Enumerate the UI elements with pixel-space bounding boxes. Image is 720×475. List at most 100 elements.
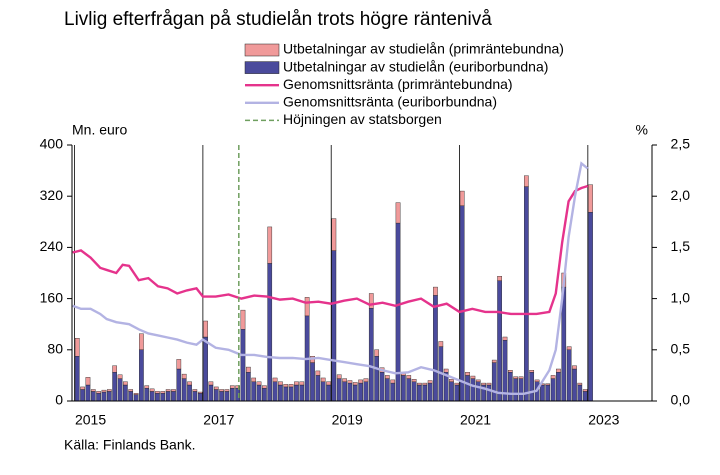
bar-segment xyxy=(390,379,396,384)
bar-segment xyxy=(165,391,171,402)
bar-segment xyxy=(529,370,535,373)
bar-segment xyxy=(133,393,139,395)
bar-segment xyxy=(219,391,224,402)
y2-axis-label: % xyxy=(636,122,648,138)
bar-segment xyxy=(80,386,85,390)
bar-segment xyxy=(352,382,358,386)
bar-segment xyxy=(101,391,107,402)
bar-segment xyxy=(438,341,444,347)
x-tick-label: 2015 xyxy=(75,412,106,428)
bar-segment xyxy=(106,389,112,392)
bar-segment xyxy=(342,378,347,383)
bar-segment xyxy=(80,389,85,402)
bar-segment xyxy=(465,372,470,376)
bar-segment xyxy=(513,376,518,379)
bar-segment xyxy=(176,359,182,370)
bar-segment xyxy=(550,378,556,402)
bar-segment xyxy=(112,365,117,373)
bar-segment xyxy=(363,381,369,402)
bar-segment xyxy=(518,376,524,379)
bar-segment xyxy=(213,389,219,402)
bar-segment xyxy=(197,393,203,402)
source: Källa: Finlands Bank. xyxy=(64,437,196,453)
legend-label: Utbetalningar av studielån (primräntebun… xyxy=(283,41,564,57)
bar-segment xyxy=(74,338,80,357)
bar-segment xyxy=(497,276,502,281)
bar-segment xyxy=(272,377,278,382)
bar-segment xyxy=(262,388,267,402)
bar-segment xyxy=(208,384,214,402)
bar-segment xyxy=(374,349,380,357)
legend-label: Höjningen av statsborgen xyxy=(283,111,442,127)
x-tick-label: 2023 xyxy=(588,412,619,428)
bar-segment xyxy=(481,382,486,386)
bar-segment xyxy=(267,263,273,402)
bar-segment xyxy=(310,362,315,402)
bar-segment xyxy=(128,389,134,392)
bar-segment xyxy=(422,384,428,402)
bar-segment xyxy=(288,384,294,388)
bar-segment xyxy=(352,384,358,402)
legend-swatch xyxy=(244,43,280,57)
bar-segment xyxy=(502,340,508,402)
bar-segment xyxy=(556,372,561,402)
bar-segment xyxy=(374,356,380,402)
bar-segment xyxy=(433,286,438,296)
bar-segment xyxy=(160,391,166,394)
bar-segment xyxy=(368,293,374,309)
x-tick-label: 2017 xyxy=(203,412,234,428)
legend-swatch xyxy=(244,61,280,74)
bar-segment xyxy=(347,382,353,402)
bar-segment xyxy=(256,384,262,402)
y-tick-label: 80 xyxy=(47,341,63,357)
bar-segment xyxy=(246,372,251,402)
bar-segment xyxy=(139,349,144,402)
bar-segment xyxy=(155,391,160,394)
bar-segment xyxy=(203,336,208,402)
bar-segment xyxy=(588,184,593,213)
bar-segment xyxy=(588,211,593,402)
bar-segment xyxy=(422,382,428,386)
bar-segment xyxy=(326,384,331,402)
bar-segment xyxy=(336,378,342,402)
bar-segment xyxy=(90,389,96,392)
bar-segment xyxy=(224,389,230,392)
legend-label: Utbetalningar av studielån (euriborbundn… xyxy=(283,58,548,74)
bar-segment xyxy=(347,380,353,384)
bar-segment xyxy=(470,378,476,402)
bar-segment xyxy=(181,378,187,402)
bar-segment xyxy=(133,394,139,402)
bar-segment xyxy=(577,384,583,402)
bar-segment xyxy=(106,391,112,402)
bar-segment xyxy=(491,359,497,363)
y2-tick-label: 2,5 xyxy=(671,136,691,152)
bar-segment xyxy=(240,309,246,330)
bar-segment xyxy=(540,384,545,402)
bar-segment xyxy=(513,378,518,402)
bar-segment xyxy=(336,374,342,379)
bar-segment xyxy=(502,336,508,341)
bar-segment xyxy=(149,388,155,392)
bar-segment xyxy=(401,375,406,402)
bar-segment xyxy=(470,375,476,379)
bar-segment xyxy=(299,381,305,386)
bar-segment xyxy=(160,393,166,402)
bar-segment xyxy=(507,370,513,373)
bar-segment xyxy=(507,372,513,402)
y-tick-label: 320 xyxy=(40,187,64,203)
bar-segment xyxy=(363,378,369,383)
bar-segment xyxy=(572,365,577,370)
bar-segment xyxy=(368,308,374,402)
bar-segment xyxy=(459,190,465,207)
bar-segment xyxy=(85,384,91,402)
bar-segment xyxy=(411,381,417,402)
bar-segment xyxy=(117,374,123,379)
bar-segment xyxy=(283,386,289,402)
bar-segment xyxy=(433,295,438,402)
bar-segment xyxy=(235,385,240,389)
bar-segment xyxy=(213,386,219,390)
bar-segment xyxy=(229,385,235,389)
bar-segment xyxy=(267,226,273,264)
bar-segment xyxy=(181,373,187,379)
